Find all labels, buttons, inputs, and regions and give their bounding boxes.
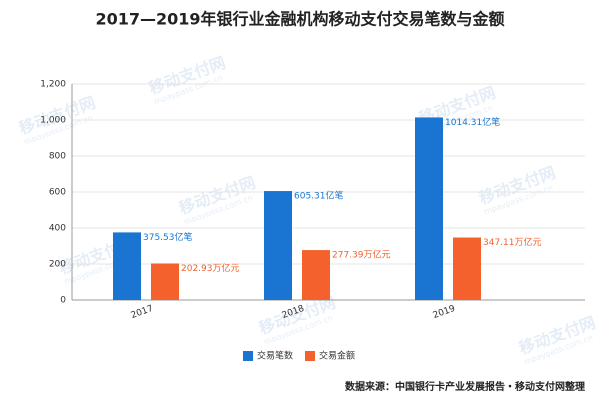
value-label: 1014.31亿笔: [445, 116, 500, 128]
value-label: 375.53亿笔: [143, 231, 193, 243]
bar: [453, 237, 481, 300]
y-tick-label: 200: [49, 260, 66, 270]
x-tick-label: 2019: [432, 304, 457, 321]
y-tick-label: 0: [60, 296, 66, 306]
y-tick-label: 800: [49, 152, 66, 162]
value-label: 347.11万亿元: [483, 236, 542, 248]
bar: [415, 117, 443, 301]
legend-swatch: [305, 351, 315, 361]
bar: [302, 250, 330, 300]
x-tick-label: 2017: [130, 304, 155, 321]
legend-label: 交易笔数: [257, 350, 293, 362]
bar: [151, 263, 179, 300]
y-tick-label: 1,200: [40, 80, 66, 90]
y-tick-label: 1,000: [40, 116, 66, 126]
chart-title: 2017—2019年银行业金融机构移动支付交易笔数与金额: [95, 10, 504, 29]
value-label: 605.31亿笔: [294, 190, 344, 202]
value-label: 202.93万亿元: [181, 262, 240, 274]
value-label: 277.39万亿元: [332, 249, 391, 261]
y-tick-label: 400: [49, 224, 66, 234]
y-tick-label: 600: [49, 188, 66, 198]
bar: [264, 191, 292, 300]
source-note: 数据来源：中国银行卡产业发展报告・移动支付网整理: [345, 380, 585, 393]
legend-label: 交易金额: [319, 350, 355, 362]
legend-swatch: [243, 351, 253, 361]
bar: [113, 232, 141, 300]
